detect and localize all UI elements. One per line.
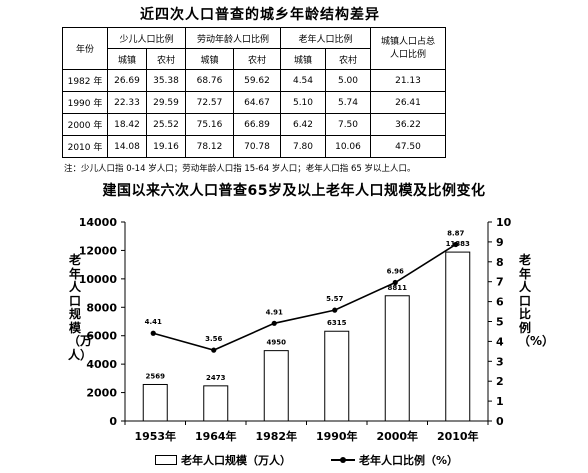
legend-bar-swatch	[155, 455, 177, 465]
table-note: 注：少儿人口指 0-14 岁人口；劳动年龄人口指 15-64 岁人口；老年人口指…	[64, 164, 416, 174]
cell-year: 2010 年	[62, 135, 108, 158]
x-tick-label: 2000年	[376, 429, 418, 443]
table-cell: 70.78	[233, 135, 281, 158]
y-tick-label: 12000	[79, 244, 118, 257]
bar-data-label: 4950	[267, 339, 287, 347]
line-point	[332, 307, 338, 313]
y2-tick-label: 0	[496, 415, 504, 428]
bar	[263, 350, 289, 422]
bar	[384, 295, 410, 422]
y-tick-label: 8000	[86, 301, 117, 314]
line-data-label: 5.57	[326, 295, 343, 303]
y-tick-label: 10000	[79, 273, 118, 286]
header-urban-share: 城镇人口占总人口比例	[370, 27, 446, 70]
x-tick-label: 2010年	[437, 429, 479, 443]
table-cell: 47.50	[370, 135, 446, 158]
bar	[142, 383, 168, 422]
x-tick-label: 1990年	[316, 429, 358, 443]
y2-tick-label: 9	[496, 236, 504, 249]
bar	[203, 385, 229, 422]
line-point	[271, 320, 277, 326]
y2-tick-label: 3	[496, 355, 504, 368]
line-point	[453, 241, 459, 248]
line-data-label: 3.56	[205, 335, 222, 343]
bar-data-label: 2473	[206, 374, 226, 382]
y2-tick-label: 10	[496, 216, 512, 229]
legend-line-label: 老年人口比例（%）	[359, 454, 459, 467]
bar-data-label: 6315	[327, 319, 347, 327]
y-tick-label: 6000	[86, 330, 117, 343]
line-data-label: 8.87	[447, 229, 464, 237]
x-tick-label: 1953年	[134, 429, 176, 443]
legend-bar-label: 老年人口规模（万人）	[181, 454, 291, 467]
table-row: 1982 年 26.69 35.38 68.76 59.62 4.54 5.00…	[62, 69, 446, 92]
y-tick-label: 14000	[79, 216, 118, 229]
bar-data-label: 8811	[388, 284, 408, 292]
y2-tick-label: 8	[496, 256, 504, 269]
y-tick-label: 0	[109, 415, 117, 428]
table-title: 近四次人口普查的城乡年龄结构差异	[140, 7, 380, 23]
table-row: 2000 年 18.42 25.52 75.16 66.89 6.42 7.50…	[62, 113, 446, 136]
legend-line-swatch	[331, 457, 355, 463]
x-tick-label: 1964年	[195, 429, 237, 443]
y2-tick-label: 4	[496, 335, 504, 348]
y2-axis-title: 老年人口比例（%）	[518, 253, 555, 348]
line-point	[392, 279, 398, 286]
y-tick-label: 4000	[86, 358, 117, 371]
census-table: 年份 少儿人口比例 劳动年龄人口比例 老年人口比例 城镇人口占总人口比例 城镇 …	[62, 27, 446, 158]
line-data-label: 4.91	[266, 308, 283, 316]
y2-tick-label: 6	[496, 296, 504, 309]
table-cell: 14.08	[107, 135, 147, 158]
line-data-label: 4.41	[145, 318, 162, 326]
y2-tick-label: 2	[496, 375, 504, 388]
legend: 老年人口规模（万人） 老年人口比例（%）	[155, 452, 458, 468]
bar	[445, 251, 471, 422]
table-row: 2010 年 14.08 19.16 78.12 70.78 7.80 10.0…	[62, 135, 446, 158]
bar-data-label: 2569	[146, 372, 166, 380]
table-row: 1990 年 22.33 29.59 72.57 64.67 5.10 5.74…	[62, 91, 446, 114]
line-series	[153, 243, 457, 352]
bar	[324, 330, 350, 422]
y2-tick-label: 7	[496, 276, 504, 289]
y-tick-label: 2000	[86, 387, 117, 400]
x-tick-label: 1982年	[255, 429, 297, 443]
line-point	[150, 330, 156, 336]
y2-tick-label: 1	[496, 395, 504, 408]
line-data-label: 6.96	[387, 267, 404, 275]
y-axis-title: 老年人口规模（万人）	[68, 253, 93, 362]
chart-title: 建国以来六次人口普查65岁及以上老年人口规模及比例变化	[102, 183, 486, 199]
line-point	[211, 347, 217, 353]
y2-tick-label: 5	[496, 316, 504, 329]
